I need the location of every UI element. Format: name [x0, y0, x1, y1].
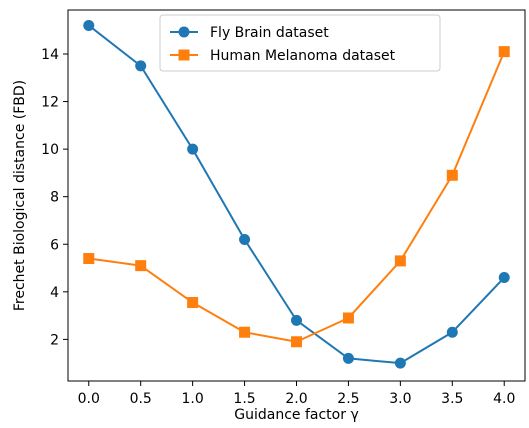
legend-marker-square — [178, 49, 190, 61]
x-tick-label: 2.0 — [285, 391, 307, 407]
legend-label: Human Melanoma dataset — [210, 48, 396, 64]
y-tick-label: 10 — [41, 142, 59, 158]
data-point-circle — [446, 326, 458, 338]
data-point-circle — [187, 143, 199, 155]
series-line-1 — [88, 51, 506, 343]
data-point-circle — [342, 352, 354, 364]
x-tick-label: 0.0 — [78, 391, 100, 407]
data-point-square — [498, 46, 510, 58]
data-point-square — [239, 326, 251, 338]
y-tick-label: 8 — [50, 190, 59, 206]
x-tick-label: 0.5 — [130, 391, 152, 407]
ticks-layer: 0.0 0.5 1.0 1.5 2.0 2.5 3.0 3.5 4.0 2 4 6 8 10 12 14 — [41, 47, 515, 407]
data-point-circle — [239, 233, 251, 245]
data-point-square — [342, 312, 354, 324]
legend-items: Fly Brain dataset Human Melanoma dataset — [170, 25, 396, 64]
legend: Fly Brain dataset Human Melanoma dataset — [159, 14, 441, 72]
x-tick-label: 1.5 — [233, 391, 255, 407]
y-tick-label: 2 — [50, 332, 59, 348]
x-tick-label: 3.0 — [389, 391, 411, 407]
legend-label: Fly Brain dataset — [210, 25, 329, 41]
legend-marker-circle — [178, 26, 190, 38]
data-point-circle — [83, 19, 95, 31]
data-point-square — [446, 169, 458, 181]
x-tick-label: 1.0 — [182, 391, 204, 407]
legend-box — [159, 14, 441, 72]
y-tick-label: 14 — [41, 47, 59, 63]
y-tick-label: 12 — [41, 95, 59, 111]
data-point-square — [187, 297, 199, 309]
x-tick-label: 4.0 — [493, 391, 515, 407]
data-point-circle — [498, 272, 510, 284]
data-point-square — [291, 336, 302, 348]
data-point-square — [394, 255, 406, 267]
y-tick-label: 6 — [50, 237, 59, 253]
data-point-circle — [394, 357, 406, 369]
data-point-circle — [291, 314, 302, 326]
data-point-square — [83, 253, 95, 265]
y-axis-title: Frechet Biological distance (FBD) — [12, 80, 28, 311]
y-tick-label: 4 — [50, 285, 59, 301]
x-tick-label: 2.5 — [337, 391, 359, 407]
x-axis-title: Guidance factor γ — [234, 407, 358, 423]
data-point-circle — [135, 60, 147, 72]
series-layer — [83, 19, 510, 369]
plot-area-frame — [67, 9, 526, 382]
data-point-square — [135, 260, 147, 272]
x-tick-label: 3.5 — [441, 391, 463, 407]
